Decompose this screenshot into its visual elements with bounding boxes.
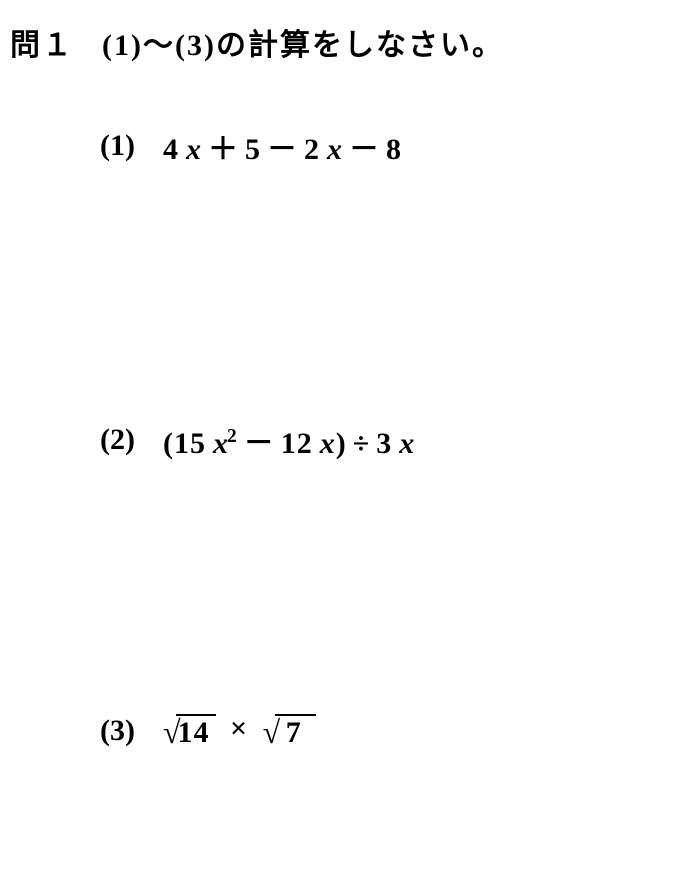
- lparen: (: [163, 427, 174, 460]
- radicand: 7: [275, 714, 316, 749]
- radicand: 14: [176, 714, 216, 749]
- coef: 15: [174, 427, 206, 460]
- problem-2-number: (2): [100, 423, 135, 457]
- variable: x: [320, 427, 336, 460]
- problem-3-expression: √14 × √ 7: [163, 712, 316, 749]
- problem-3: (3) √14 × √ 7: [100, 712, 672, 749]
- minus-op: －: [349, 124, 380, 168]
- problem-1-number: (1): [100, 129, 135, 163]
- variable: x: [327, 133, 343, 166]
- problem-3-number: (3): [100, 714, 135, 748]
- plus-op: ＋: [208, 124, 239, 168]
- coef: 12: [281, 427, 313, 460]
- problem-1: (1) 4 x＋5－2 x－8: [100, 124, 672, 168]
- coef: 2: [304, 133, 320, 166]
- sqrt-2: √ 7: [263, 713, 317, 750]
- coef: 4: [163, 133, 179, 166]
- rparen: ): [336, 427, 347, 460]
- times-op: ×: [230, 712, 248, 746]
- variable: x: [399, 427, 415, 460]
- minus-op: －: [244, 418, 275, 462]
- exponent: 2: [227, 426, 238, 447]
- problem-header: 問１ (1)〜(3)の計算をしなさい。: [10, 20, 672, 64]
- variable: x: [186, 133, 202, 166]
- divide-op: ÷: [353, 427, 370, 461]
- problem-1-expression: 4 x＋5－2 x－8: [163, 124, 402, 168]
- problem-2: (2) (15 x2－12 x)÷3 x: [100, 418, 672, 462]
- sqrt-1: √14: [163, 713, 216, 750]
- constant: 5: [245, 133, 261, 166]
- minus-op: －: [267, 124, 298, 168]
- problem-2-expression: (15 x2－12 x)÷3 x: [163, 418, 415, 462]
- problem-instruction: (1)〜(3)の計算をしなさい。: [102, 29, 504, 62]
- problem-label: 問１: [10, 20, 74, 64]
- coef: 3: [376, 427, 392, 460]
- constant: 8: [386, 133, 402, 166]
